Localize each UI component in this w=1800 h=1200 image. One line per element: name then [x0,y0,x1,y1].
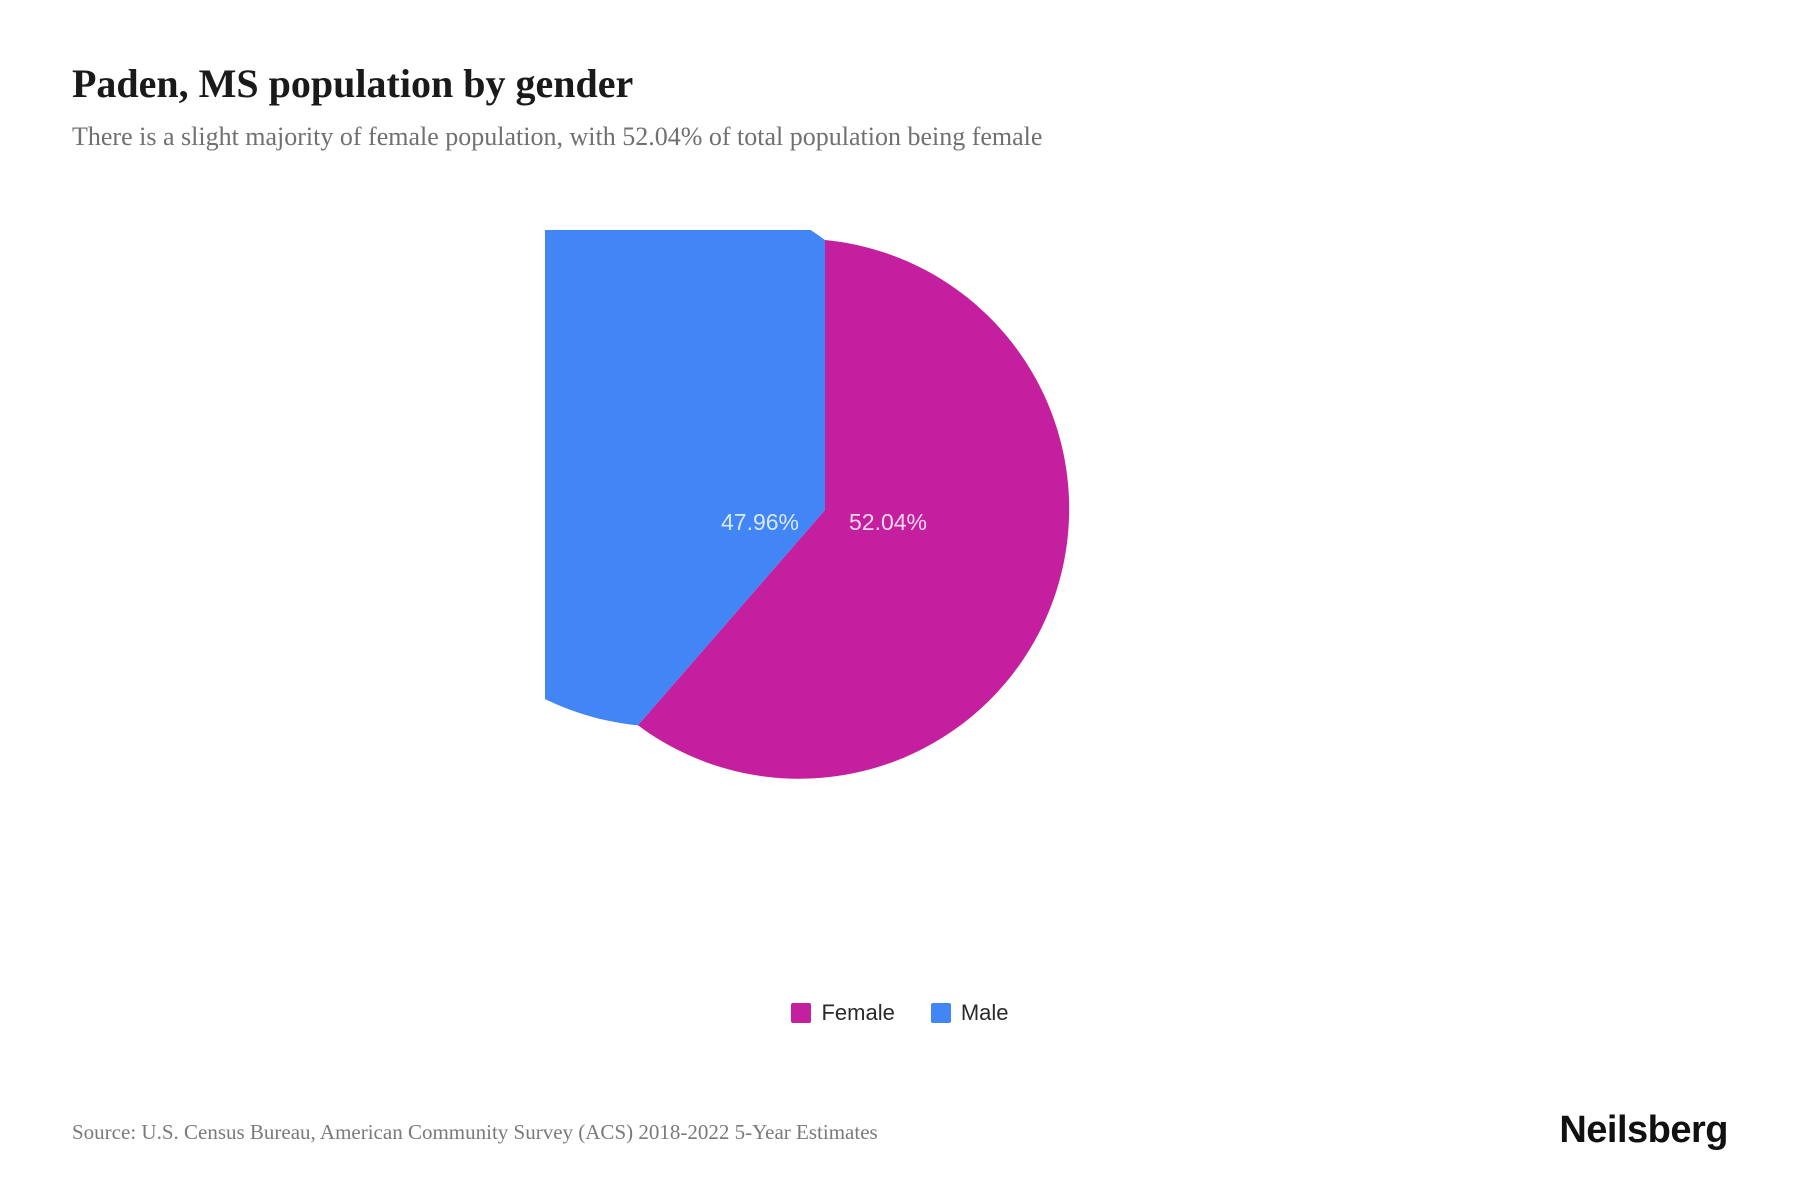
legend-item-male[interactable]: Male [931,1000,1009,1026]
pie-chart-container: 52.04% 47.96% [545,230,1105,790]
brand-logo: Neilsberg [1559,1109,1728,1152]
pie-chart-svg: 52.04% 47.96% [545,230,1105,790]
chart-page: Paden, MS population by gender There is … [0,0,1800,1200]
legend-swatch-female [791,1003,811,1023]
pie-label-female: 52.04% [849,509,927,535]
legend-swatch-male [931,1003,951,1023]
legend-item-female[interactable]: Female [791,1000,894,1026]
chart-title: Paden, MS population by gender [72,60,633,107]
source-text: Source: U.S. Census Bureau, American Com… [72,1120,878,1145]
chart-subtitle: There is a slight majority of female pop… [72,122,1042,152]
pie-label-male: 47.96% [721,509,799,535]
legend: Female Male [0,1000,1800,1026]
legend-label-male: Male [961,1000,1009,1026]
legend-label-female: Female [821,1000,894,1026]
